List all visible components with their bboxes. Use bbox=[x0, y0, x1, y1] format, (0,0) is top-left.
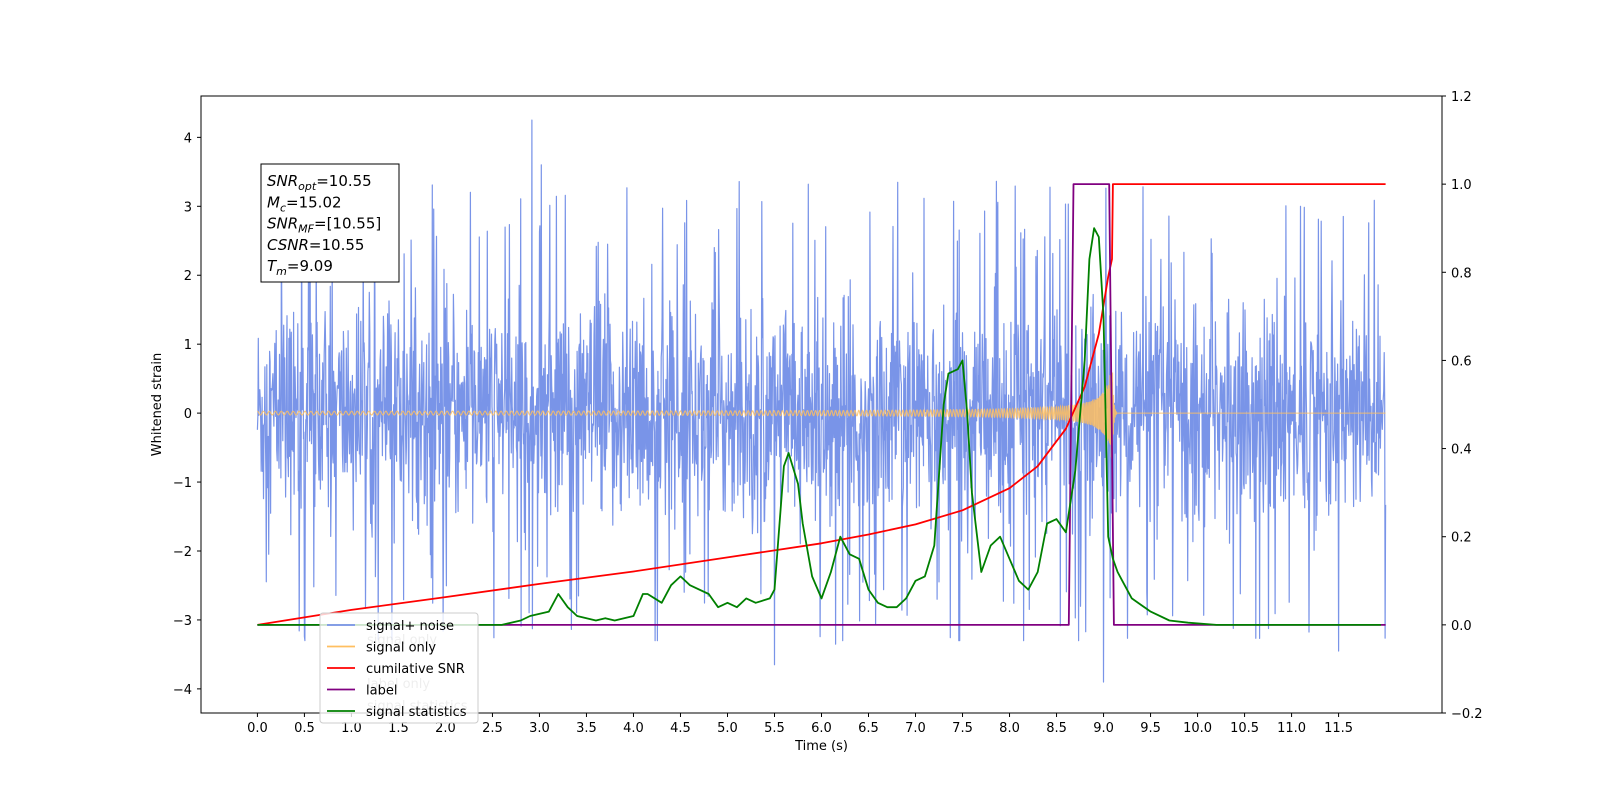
info-symbol: CSNR bbox=[267, 236, 309, 254]
legend-label: label bbox=[366, 684, 397, 699]
series-signal-only-line bbox=[257, 369, 1386, 461]
series-label-line bbox=[257, 183, 1386, 626]
x-tick-label: 11.0 bbox=[1277, 721, 1306, 736]
x-tick-label: 6.5 bbox=[858, 721, 879, 736]
info-box-frame bbox=[260, 163, 400, 283]
x-tick-label: 0.5 bbox=[294, 721, 315, 736]
x-axis-label: Time (s) bbox=[794, 739, 848, 754]
y-right-tick-label: 0.8 bbox=[1451, 266, 1472, 281]
info-symbol: M bbox=[267, 193, 280, 211]
y-left-tick-label: 2 bbox=[184, 269, 192, 284]
y-right-tick-label: −0.2 bbox=[1451, 707, 1483, 722]
x-tick-label: 7.0 bbox=[905, 721, 926, 736]
x-tick-label: 3.5 bbox=[576, 721, 597, 736]
legend-label: cumilative SNR bbox=[366, 662, 465, 677]
info-line: Tm=9.09 bbox=[267, 257, 333, 278]
info-value: =9.09 bbox=[287, 257, 333, 275]
series-cumulative-snr-line bbox=[257, 183, 1386, 626]
info-line: Mc=15.02 bbox=[267, 193, 342, 214]
y-right-tick-label: 0.6 bbox=[1451, 354, 1472, 369]
info-symbol: T bbox=[267, 257, 278, 275]
y-left-tick-label: −3 bbox=[173, 614, 192, 629]
x-tick-label: 10.5 bbox=[1230, 721, 1259, 736]
y-axis-left-ticks: −4 −3 −2 −1 0 1 2 3 4 bbox=[173, 131, 201, 698]
x-tick-label: 5.0 bbox=[717, 721, 738, 736]
legend-label: signal statistics bbox=[366, 705, 467, 720]
info-symbol: SNR bbox=[267, 172, 298, 190]
y-axis-left-label: Whitened strain bbox=[150, 353, 165, 456]
x-tick-label: 9.5 bbox=[1140, 721, 1161, 736]
x-tick-label: 2.5 bbox=[482, 721, 503, 736]
y-right-tick-label: 0.0 bbox=[1451, 619, 1472, 634]
x-tick-label: 8.0 bbox=[999, 721, 1020, 736]
y-left-tick-label: 1 bbox=[184, 338, 192, 353]
info-subscript: MF bbox=[298, 223, 314, 236]
y-left-tick-label: −4 bbox=[173, 683, 192, 698]
x-axis-ticks: 0.0 0.5 1.0 1.5 2.0 2.5 3.0 3.5 4.0 4.5 5.0 5.5 6.0 6… bbox=[247, 713, 1353, 736]
series-signal-noise-line bbox=[256, 119, 1387, 683]
y-right-tick-label: 1.2 bbox=[1451, 90, 1472, 105]
y-right-tick-label: 0.4 bbox=[1451, 443, 1472, 458]
x-tick-label: 5.5 bbox=[764, 721, 785, 736]
info-line: SNRopt=10.55 bbox=[267, 172, 372, 193]
info-annotation-box: SNRopt=10.55Mc=15.02SNRMF=[10.55]CSNR=10… bbox=[260, 163, 400, 283]
x-tick-label: 1.5 bbox=[388, 721, 409, 736]
legend-frame bbox=[319, 612, 479, 724]
y-left-tick-label: −2 bbox=[173, 545, 192, 560]
y-right-tick-label: 1.0 bbox=[1451, 178, 1472, 193]
info-value: =[10.55] bbox=[314, 215, 381, 233]
y-right-tick-label: 0.2 bbox=[1451, 531, 1472, 546]
info-line: SNRMF=[10.55] bbox=[267, 215, 381, 236]
legend-label: signal only bbox=[366, 641, 436, 656]
info-value: =15.02 bbox=[286, 193, 342, 211]
y-left-tick-label: 3 bbox=[184, 200, 192, 215]
x-tick-label: 10.0 bbox=[1183, 721, 1212, 736]
y-left-tick-label: 4 bbox=[184, 131, 192, 146]
info-symbol: SNR bbox=[267, 215, 298, 233]
info-subscript: opt bbox=[298, 180, 317, 193]
x-tick-label: 4.5 bbox=[670, 721, 691, 736]
legend: signal onlylabel onlysignal statisticssi… bbox=[319, 612, 479, 724]
x-tick-label: 7.5 bbox=[952, 721, 973, 736]
legend-label: signal+ noise bbox=[366, 619, 454, 634]
y-left-tick-label: 0 bbox=[184, 407, 192, 422]
y-axis-right-ticks: −0.2 0.0 0.2 0.4 0.6 0.8 1.0 1.2 bbox=[1442, 90, 1483, 722]
info-subscript: c bbox=[280, 201, 286, 214]
x-tick-label: 9.0 bbox=[1093, 721, 1114, 736]
x-tick-label: 6.0 bbox=[811, 721, 832, 736]
x-tick-label: 2.0 bbox=[435, 721, 456, 736]
info-value: =10.55 bbox=[309, 236, 365, 254]
series-layer bbox=[256, 119, 1387, 683]
x-tick-label: 3.0 bbox=[529, 721, 550, 736]
x-tick-label: 11.5 bbox=[1324, 721, 1353, 736]
x-tick-label: 1.0 bbox=[341, 721, 362, 736]
x-tick-label: 8.5 bbox=[1046, 721, 1067, 736]
info-subscript: m bbox=[276, 265, 287, 278]
series-signal-statistics-line bbox=[257, 227, 1381, 626]
x-tick-label: 4.0 bbox=[623, 721, 644, 736]
info-value: =10.55 bbox=[316, 172, 372, 190]
x-tick-label: 0.0 bbox=[247, 721, 268, 736]
y-left-tick-label: −1 bbox=[173, 476, 192, 491]
info-line: CSNR=10.55 bbox=[267, 236, 364, 254]
